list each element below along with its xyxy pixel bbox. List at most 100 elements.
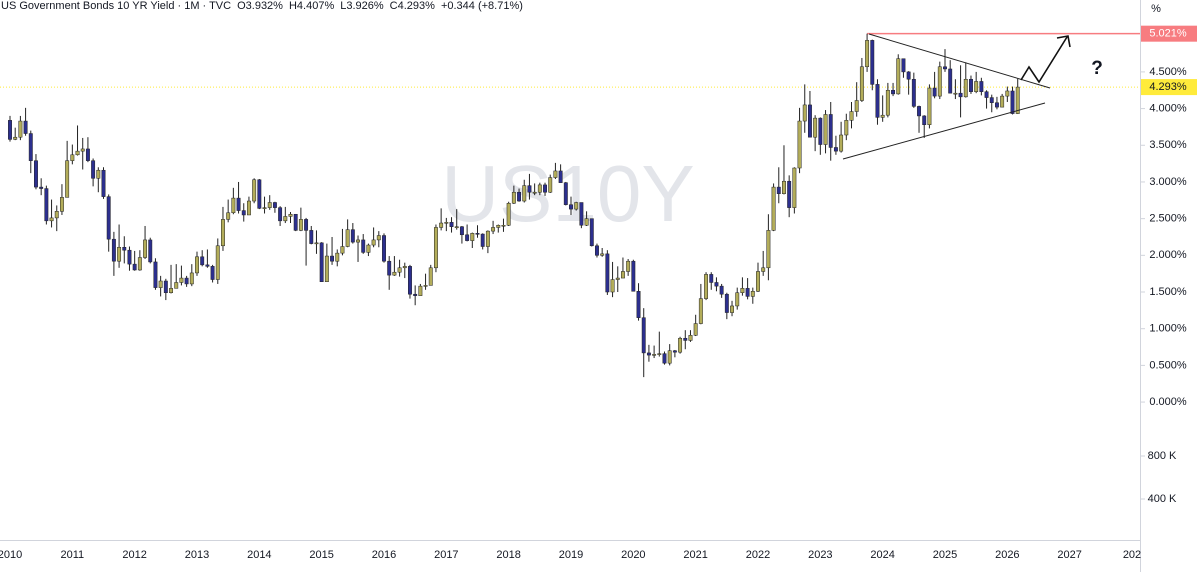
- candle-body: [657, 353, 662, 355]
- x-tick-label: 2015: [309, 549, 333, 561]
- candle-body: [80, 148, 85, 152]
- candle-body: [844, 120, 849, 136]
- candle-body: [932, 87, 937, 97]
- candle-body: [179, 277, 184, 283]
- x-tick-label: 2014: [247, 549, 271, 561]
- candle-body: [423, 285, 428, 287]
- header: US Government Bonds 10 YR Yield · 1M · T…: [1, 0, 523, 12]
- candle-body: [823, 114, 828, 145]
- candle-body: [600, 253, 605, 256]
- candle-body: [994, 102, 999, 108]
- y-tick-label: 2.000%: [1149, 249, 1187, 261]
- x-tick-label: 2010: [0, 549, 22, 561]
- candle-body: [766, 230, 771, 269]
- candle-body: [361, 239, 366, 253]
- candle-body: [330, 255, 335, 262]
- candle-body: [688, 335, 693, 341]
- x-tick-label: 202: [1123, 549, 1141, 561]
- candle-body: [340, 246, 345, 254]
- candle-body: [818, 117, 823, 145]
- projection-arrow: [1020, 36, 1068, 84]
- candle-body: [246, 200, 251, 216]
- header-part: C4.293%: [390, 0, 435, 12]
- y2-tick-label: 400 K: [1148, 493, 1177, 505]
- x-tick-label: 2026: [995, 549, 1019, 561]
- candle-body: [735, 292, 740, 307]
- candle-body: [428, 267, 433, 286]
- arrow-head: [1056, 35, 1071, 48]
- candle-body: [304, 219, 309, 231]
- candle-body: [937, 66, 942, 97]
- y-tick-label: 0.000%: [1149, 396, 1187, 408]
- candle-body: [974, 81, 979, 92]
- candle-body: [719, 285, 724, 295]
- candle-body: [948, 68, 953, 94]
- candle-body: [750, 291, 755, 297]
- candle-body: [475, 233, 480, 235]
- candle-body: [672, 350, 677, 353]
- candle-body: [1010, 90, 1015, 114]
- candle-body: [465, 234, 470, 241]
- x-tick-label: 2011: [61, 549, 85, 561]
- candle-body: [272, 202, 277, 208]
- watermark: US10Y: [441, 149, 694, 238]
- candle-body: [517, 191, 522, 202]
- candle-body: [678, 337, 683, 353]
- candle-body: [553, 170, 558, 178]
- y-tick-label: 4.500%: [1149, 66, 1187, 78]
- candle-body: [459, 226, 464, 236]
- candle-body: [293, 213, 298, 231]
- candle-body: [745, 288, 750, 297]
- candle-body: [174, 282, 179, 289]
- unit-label: %: [1151, 3, 1161, 15]
- candle-body: [496, 224, 501, 228]
- candle-body: [257, 179, 262, 209]
- candle-body: [761, 267, 766, 272]
- candle-body: [724, 293, 729, 313]
- candle-body: [636, 291, 641, 318]
- candle-body: [366, 244, 371, 253]
- candle-body: [485, 230, 490, 247]
- candle-body: [480, 233, 485, 247]
- candle-body: [943, 66, 947, 70]
- candle-body: [548, 177, 553, 193]
- candle-body: [169, 288, 173, 293]
- candle-body: [236, 197, 241, 211]
- x-tick-label: 2016: [372, 549, 396, 561]
- candle-body: [44, 188, 49, 222]
- candle-body: [875, 84, 880, 118]
- candle-body: [454, 226, 459, 228]
- candle-body: [39, 186, 44, 189]
- candle-body: [106, 196, 111, 240]
- candle-body: [620, 271, 625, 279]
- candle-body: [787, 180, 792, 208]
- y-tick-label: 1.500%: [1149, 286, 1187, 298]
- candle-body: [839, 134, 844, 152]
- y2-tick-label: 800 K: [1148, 450, 1177, 462]
- candle-body: [870, 40, 875, 85]
- candle-body: [771, 186, 776, 231]
- plot-area: [0, 32, 1140, 378]
- candle-body: [491, 227, 496, 232]
- candle-body: [241, 210, 246, 216]
- header-part: US Government Bonds 10 YR Yield · 1M · T…: [1, 0, 231, 12]
- candle-body: [527, 185, 532, 193]
- candle-body: [8, 120, 12, 140]
- candle-body: [252, 179, 257, 202]
- x-tick-label: 2012: [122, 549, 146, 561]
- candle-body: [309, 230, 314, 244]
- candle-body: [18, 120, 23, 138]
- x-tick-label: 2013: [185, 549, 209, 561]
- candle-body: [646, 352, 651, 356]
- candle-body: [891, 89, 896, 95]
- candle-body: [449, 222, 454, 227]
- candle-body: [584, 218, 589, 226]
- candle-body: [387, 260, 392, 276]
- y-tick-label: 0.500%: [1149, 359, 1187, 371]
- candle-body: [802, 104, 807, 122]
- candle-body: [901, 58, 906, 73]
- candle-body: [792, 167, 797, 208]
